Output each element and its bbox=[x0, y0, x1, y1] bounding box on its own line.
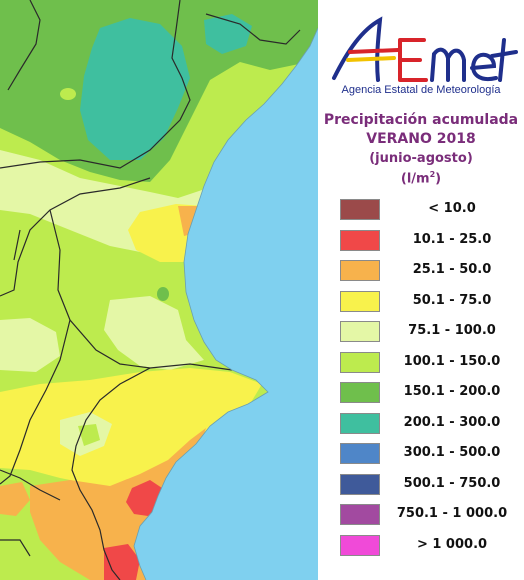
legend-label: 300.1 - 500.0 bbox=[403, 445, 501, 460]
legend-label: 25.1 - 50.0 bbox=[412, 262, 492, 277]
legend-row: < 10.0 bbox=[340, 199, 520, 221]
legend-swatch bbox=[340, 382, 380, 403]
map-unit: (l/m2) bbox=[318, 170, 524, 186]
zone-25-50-south bbox=[30, 428, 206, 580]
zone-150-200-patch-2 bbox=[60, 88, 76, 100]
legend-label: 50.1 - 75.0 bbox=[412, 292, 492, 308]
map-title: Precipitación acumulada bbox=[323, 112, 519, 128]
legend-row: 50.1 - 75.0 bbox=[340, 290, 520, 313]
legend-row: 25.1 - 50.0 bbox=[340, 260, 520, 282]
legend-panel: Agencia Estatal de Meteorología Precipit… bbox=[318, 0, 524, 580]
legend-row: 500.1 - 750.0 bbox=[340, 473, 520, 496]
zone-25-50-west bbox=[0, 482, 30, 516]
legend-label: > 1 000.0 bbox=[416, 536, 488, 552]
legend-swatch bbox=[340, 443, 380, 464]
unit-close: ) bbox=[435, 171, 442, 187]
unit-superscript: 2 bbox=[429, 170, 436, 179]
logo-e bbox=[398, 38, 428, 82]
map-period: (junio-agosto) bbox=[369, 151, 473, 166]
legend-row: 300.1 - 500.0 bbox=[340, 443, 520, 465]
zone-75-100-mid bbox=[104, 296, 204, 370]
zone-50-75-south bbox=[0, 368, 262, 490]
legend-swatch bbox=[340, 412, 380, 434]
logo-m bbox=[430, 47, 466, 82]
precipitation-map bbox=[0, 0, 318, 580]
legend-row: > 1 000.0 bbox=[340, 534, 520, 557]
legend-swatch bbox=[340, 260, 380, 281]
unit-base: (l/m bbox=[400, 171, 430, 187]
province-borders bbox=[0, 0, 301, 580]
legend-label: 200.1 - 300.0 bbox=[403, 414, 501, 430]
legend-swatch bbox=[340, 473, 380, 495]
legend-label: 150.1 - 200.0 bbox=[403, 384, 501, 399]
legend-label: 100.1 - 150.0 bbox=[403, 353, 501, 369]
islet bbox=[284, 70, 288, 74]
legend-swatch bbox=[340, 534, 380, 556]
legend-swatch bbox=[340, 351, 380, 373]
logo-e-lower bbox=[470, 52, 498, 81]
coastline bbox=[133, 27, 318, 580]
logo-a-stroke bbox=[332, 16, 383, 82]
legend-label: 500.1 - 750.0 bbox=[403, 475, 501, 491]
legend-swatch bbox=[340, 290, 380, 312]
legend-label: 75.1 - 100.0 bbox=[408, 323, 496, 338]
legend-swatch bbox=[340, 504, 380, 525]
logo-subtitle: Agencia Estatal de Meteorología bbox=[341, 84, 501, 96]
legend-swatch bbox=[340, 199, 380, 220]
legend-row: 10.1 - 25.0 bbox=[340, 229, 520, 252]
legend-row: 200.1 - 300.0 bbox=[340, 412, 520, 435]
zone-100-150-south bbox=[78, 424, 100, 446]
zone-150-200-patch bbox=[157, 287, 169, 301]
logo-a-bar-yellow bbox=[346, 56, 396, 62]
aemet-logo bbox=[332, 16, 518, 82]
legend-label: 750.1 - 1 000.0 bbox=[396, 506, 508, 521]
legend-row: 750.1 - 1 000.0 bbox=[340, 504, 520, 526]
zone-200-300 bbox=[80, 18, 190, 160]
legend-swatch bbox=[340, 229, 380, 251]
logo-t bbox=[490, 38, 518, 82]
legend-row: 100.1 - 150.0 bbox=[340, 351, 520, 374]
legend-label: 10.1 - 25.0 bbox=[412, 231, 492, 247]
zone-10-25-coast bbox=[126, 480, 162, 516]
map-season: VERANO 2018 bbox=[366, 131, 476, 147]
legend-label: < 10.0 bbox=[428, 201, 476, 216]
logo-a-bar-red bbox=[348, 48, 400, 54]
zone-75-100-west bbox=[0, 318, 60, 372]
legend-row: 75.1 - 100.0 bbox=[340, 321, 520, 343]
legend-row: 150.1 - 200.0 bbox=[340, 382, 520, 404]
legend-swatch bbox=[340, 321, 380, 342]
